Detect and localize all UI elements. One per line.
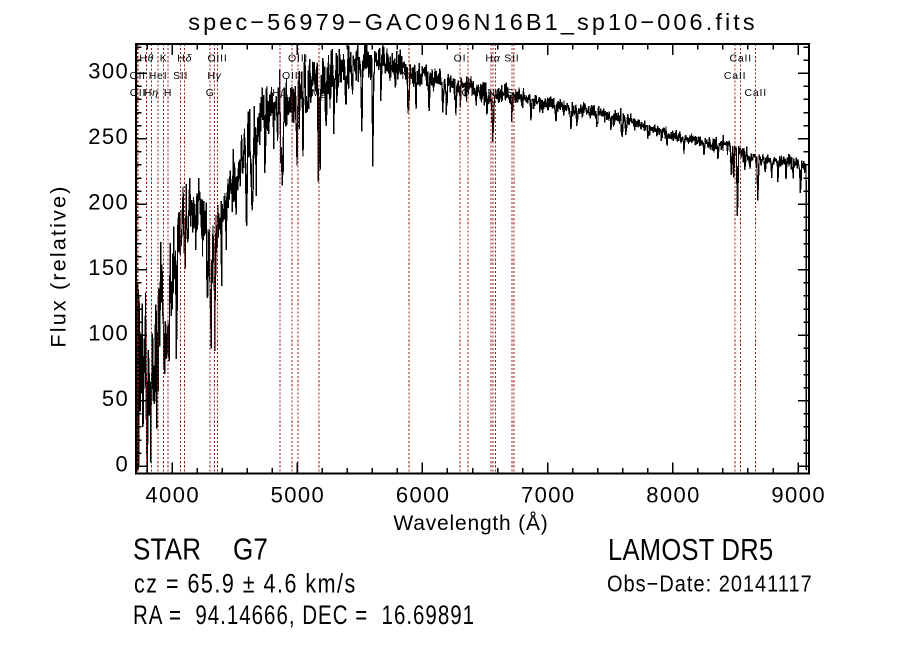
svg-text:7000: 7000 bbox=[521, 483, 576, 508]
svg-text:SII: SII bbox=[504, 53, 519, 65]
svg-text:OII: OII bbox=[129, 70, 145, 82]
svg-text:5000: 5000 bbox=[271, 483, 326, 508]
svg-text:0: 0 bbox=[116, 452, 130, 477]
svg-text:SII: SII bbox=[173, 70, 188, 82]
svg-text:OIII: OIII bbox=[282, 70, 302, 82]
svg-text:Hα: Hα bbox=[485, 53, 500, 65]
svg-text:Hη: Hη bbox=[144, 87, 159, 99]
svg-text:Hβ: Hβ bbox=[272, 87, 287, 99]
svg-text:HeI: HeI bbox=[149, 70, 168, 82]
svg-text:Mg: Mg bbox=[311, 87, 327, 99]
svg-text:9000: 9000 bbox=[771, 483, 826, 508]
svg-text:RA = 94.14666, DEC = 16.6989: RA = 94.14666, DEC = 16.69891 bbox=[133, 600, 475, 630]
svg-text:K: K bbox=[160, 53, 168, 65]
svg-text:Flux (relative): Flux (relative) bbox=[47, 184, 71, 347]
svg-text:Hδ: Hδ bbox=[177, 53, 192, 65]
svg-text:G: G bbox=[206, 87, 215, 99]
svg-text:Hθ: Hθ bbox=[139, 53, 154, 65]
svg-text:6000: 6000 bbox=[396, 483, 451, 508]
svg-text:NII: NII bbox=[487, 87, 503, 99]
svg-text:Hγ: Hγ bbox=[207, 70, 221, 82]
svg-text:spec−56979−GAC096N16B1_sp10−00: spec−56979−GAC096N16B1_sp10−006.fits bbox=[188, 9, 758, 35]
svg-text:CaII: CaII bbox=[744, 87, 766, 99]
svg-text:Na: Na bbox=[401, 70, 416, 82]
svg-text:OI: OI bbox=[454, 53, 467, 65]
svg-text:OII: OII bbox=[130, 87, 146, 99]
svg-text:200: 200 bbox=[88, 190, 129, 215]
svg-text:OI: OI bbox=[462, 87, 475, 99]
svg-text:CaII: CaII bbox=[724, 70, 746, 82]
svg-text:OIII: OIII bbox=[288, 53, 308, 65]
svg-text:Wavelength (Å): Wavelength (Å) bbox=[393, 512, 548, 535]
svg-text:STAR: STAR bbox=[133, 533, 201, 568]
svg-text:SII: SII bbox=[506, 87, 521, 99]
svg-text:OIII: OIII bbox=[207, 53, 227, 65]
svg-text:250: 250 bbox=[88, 124, 129, 149]
svg-text:G7: G7 bbox=[233, 533, 268, 568]
svg-text:H: H bbox=[164, 87, 172, 99]
svg-text:LAMOST DR5: LAMOST DR5 bbox=[608, 533, 773, 567]
svg-text:150: 150 bbox=[88, 255, 129, 280]
svg-text:300: 300 bbox=[88, 59, 129, 84]
svg-text:100: 100 bbox=[88, 321, 129, 346]
svg-text:Obs−Date: 20141117: Obs−Date: 20141117 bbox=[607, 570, 813, 597]
svg-text:CaII: CaII bbox=[729, 53, 751, 65]
svg-text:4000: 4000 bbox=[145, 483, 200, 508]
svg-text:50: 50 bbox=[102, 386, 129, 411]
svg-text:cz = 65.9 ± 4.6 km/s: cz = 65.9 ± 4.6 km/s bbox=[134, 569, 357, 599]
svg-text:8000: 8000 bbox=[646, 483, 701, 508]
